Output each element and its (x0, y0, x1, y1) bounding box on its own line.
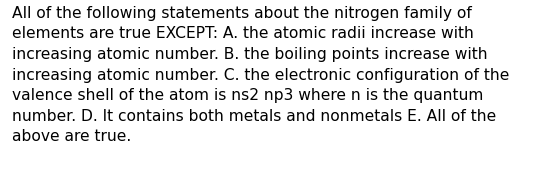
Text: All of the following statements about the nitrogen family of
elements are true E: All of the following statements about th… (12, 6, 509, 145)
